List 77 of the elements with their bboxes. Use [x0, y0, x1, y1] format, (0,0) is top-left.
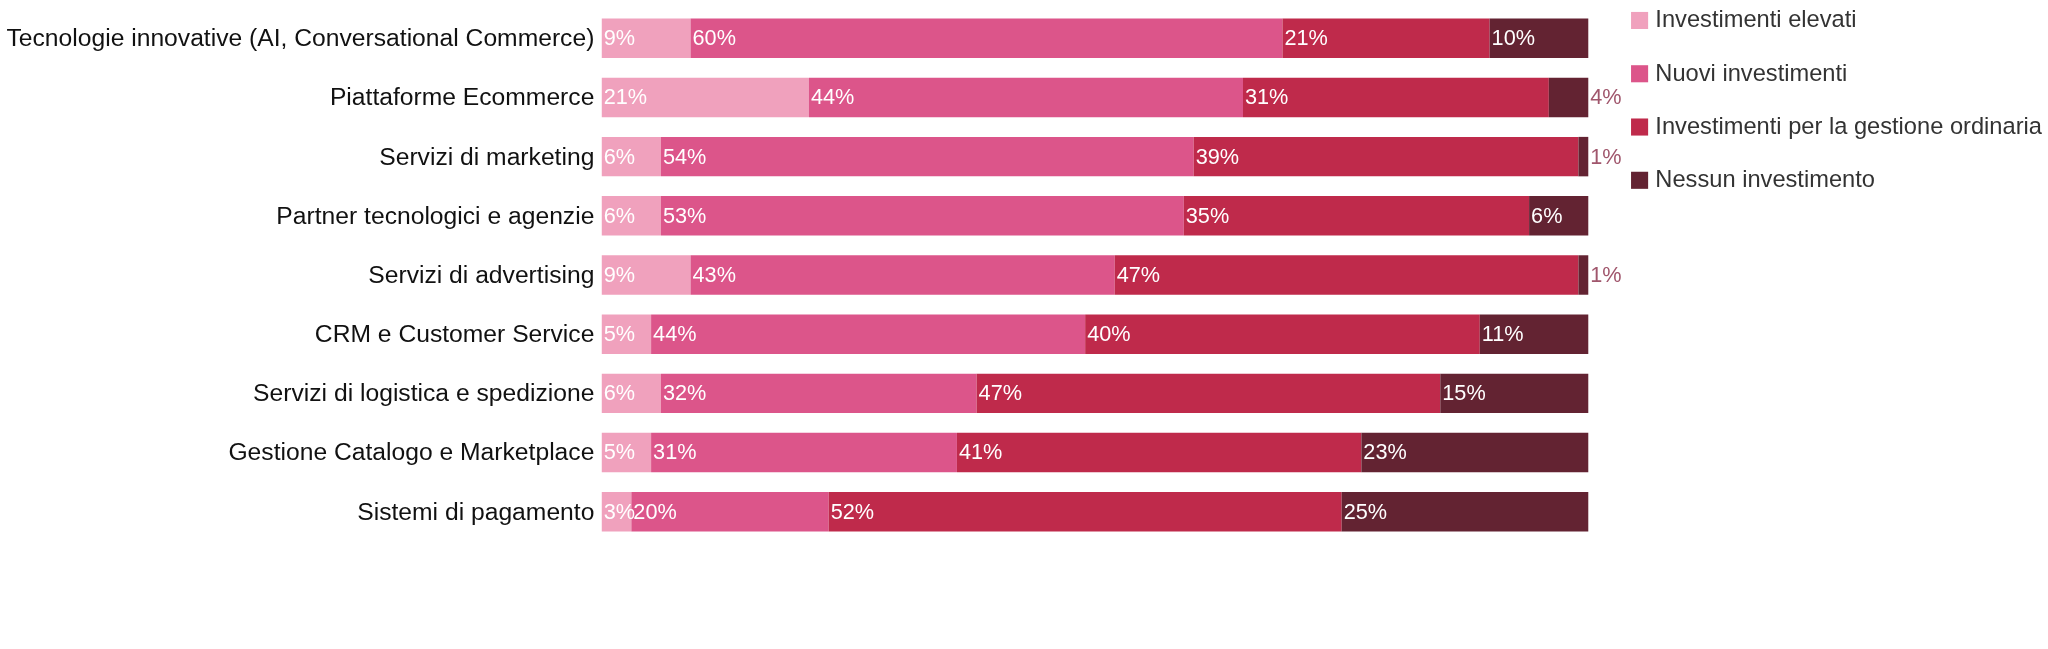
bar [1479, 314, 1589, 354]
bar [808, 77, 1244, 118]
data-label: 35% [1185, 202, 1230, 228]
data-label: 20% [633, 498, 677, 524]
bar [1578, 255, 1589, 295]
data-label: 10% [1491, 25, 1536, 51]
data-label: 47% [1116, 261, 1161, 287]
bar [956, 432, 1362, 473]
bar [1578, 136, 1589, 177]
y-tick-label: Tecnologie innovative (AI, Conversational Commerce) [6, 24, 595, 52]
legend-label: Investimenti per la gestione ordinaria [1655, 112, 2043, 139]
bar [601, 77, 809, 118]
bar [660, 373, 977, 414]
data-label: 6% [1531, 202, 1563, 228]
data-label: 31% [1244, 84, 1289, 110]
data-label: 6% [603, 380, 636, 406]
y-tick-label: Gestione Catalogo e Marketplace [228, 438, 595, 466]
bar [690, 18, 1283, 58]
bar [1243, 77, 1549, 118]
bar [1341, 492, 1589, 532]
legend-label: Nessun investimento [1655, 166, 1875, 193]
data-label: 47% [978, 380, 1023, 406]
bar [1489, 18, 1589, 58]
y-tick-label: Servizi di logistica e spedizione [253, 379, 595, 407]
bar [651, 432, 957, 473]
bar [601, 255, 691, 295]
bar [1529, 196, 1589, 236]
bar [601, 18, 691, 58]
data-label: 9% [603, 25, 636, 51]
data-label: 43% [692, 261, 736, 287]
data-label: 32% [662, 380, 707, 406]
bar [1114, 255, 1579, 295]
y-tick-label: CRM e Customer Service [314, 320, 595, 348]
data-label: 11% [1481, 321, 1524, 347]
bar [660, 196, 1184, 236]
data-label: 6% [603, 143, 636, 169]
data-label: 60% [692, 25, 736, 51]
bar [690, 255, 1115, 295]
data-label: 5% [603, 439, 636, 465]
data-label: 6% [603, 202, 636, 228]
data-label: 31% [653, 439, 697, 465]
bar [1440, 373, 1589, 414]
data-label: 40% [1087, 321, 1131, 347]
bar [651, 314, 1086, 354]
data-label: 1% [1590, 261, 1622, 287]
data-label: 39% [1195, 143, 1240, 169]
data-label: 41% [958, 439, 1003, 465]
data-label: 5% [603, 321, 636, 347]
bar [660, 136, 1194, 177]
data-label: 23% [1363, 439, 1407, 465]
data-label: 15% [1442, 380, 1486, 406]
bar [976, 373, 1441, 414]
data-label: 4% [1590, 84, 1622, 110]
data-label: 53% [662, 202, 707, 228]
y-tick-label: Sistemi di pagamento [357, 497, 595, 525]
bar [1085, 314, 1480, 354]
y-tick-label: Piattaforme Ecommerce [329, 83, 595, 111]
bar [828, 492, 1342, 532]
y-tick-label: Servizi di marketing [379, 142, 595, 170]
legend-label: Nuovi investimenti [1655, 59, 1848, 86]
data-label: 54% [662, 143, 707, 169]
y-tick-label: Partner tecnologici e agenzie [276, 201, 595, 229]
data-label: 9% [603, 261, 636, 287]
data-label: 21% [1284, 25, 1328, 51]
bar [1193, 136, 1579, 177]
bar [1548, 77, 1589, 118]
data-label: 21% [603, 84, 648, 110]
y-tick-label: Servizi di advertising [368, 260, 595, 288]
data-label: 25% [1343, 498, 1388, 524]
data-label: 52% [830, 498, 875, 524]
legend-label: Investimenti elevati [1655, 6, 1857, 33]
data-label: 44% [810, 84, 855, 110]
bar [1183, 196, 1530, 236]
bar [1282, 18, 1490, 58]
data-label: 44% [653, 321, 697, 347]
data-label: 1% [1590, 143, 1622, 169]
bar [1361, 432, 1589, 473]
